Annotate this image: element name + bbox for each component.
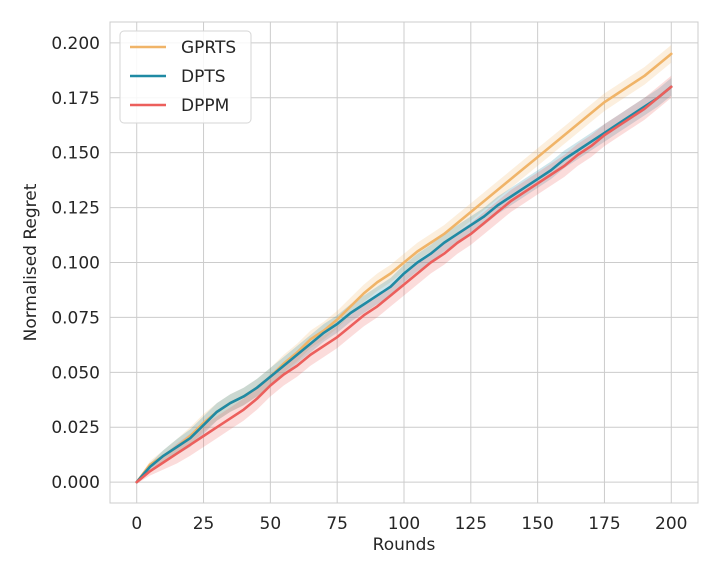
series-line-dpts (135, 85, 673, 484)
legend-label-dppm: DPPM (181, 96, 229, 116)
x-tick-label: 175 (588, 514, 620, 534)
x-tick-label: 150 (521, 514, 553, 534)
x-tick-label: 200 (655, 514, 687, 534)
x-tick-label: 75 (326, 514, 348, 534)
y-tick-label: 0.025 (51, 418, 100, 438)
x-tick-label: 100 (388, 514, 420, 534)
x-axis-label: Rounds (373, 535, 436, 555)
legend: GPRTS DPTS DPPM (119, 30, 252, 124)
x-tick-labels: 0 25 50 75 100 125 150 175 200 (131, 514, 687, 534)
x-tick-label: 25 (193, 514, 215, 534)
legend-box (119, 30, 252, 124)
y-axis-label: Normalised Regret (21, 183, 41, 341)
y-tick-label: 0.000 (51, 473, 100, 493)
y-tick-labels: 0.000 0.025 0.050 0.075 0.100 0.125 0.150 0.175… (51, 34, 100, 493)
y-tick-label: 0.050 (51, 363, 100, 383)
y-tick-label: 0.200 (51, 34, 100, 54)
y-tick-label: 0.150 (51, 144, 100, 164)
x-tick-label: 125 (455, 514, 487, 534)
band-gprts (136, 45, 672, 484)
y-tick-label: 0.125 (51, 199, 100, 219)
series-lines (135, 52, 673, 484)
legend-label-gprts: GPRTS (181, 38, 236, 58)
x-tick-label: 0 (131, 514, 142, 534)
plot-frame (109, 21, 699, 504)
y-tick-label: 0.075 (51, 308, 100, 328)
legend-label-dpts: DPTS (181, 67, 226, 87)
x-tick-label: 50 (260, 514, 282, 534)
y-tick-label: 0.100 (51, 254, 100, 274)
series-line-dppm (135, 85, 673, 484)
y-tick-label: 0.175 (51, 89, 100, 109)
